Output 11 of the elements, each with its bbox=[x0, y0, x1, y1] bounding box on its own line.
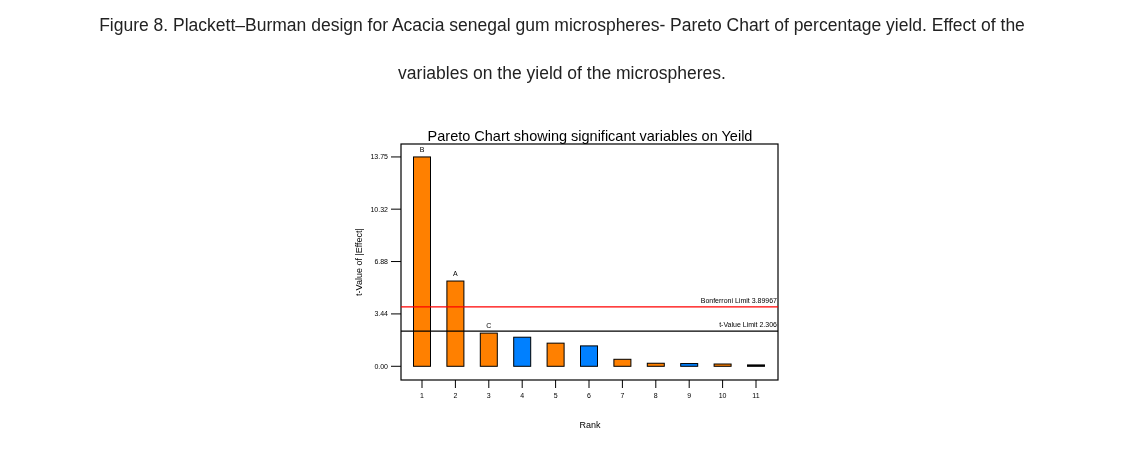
bar bbox=[546, 342, 565, 367]
bar bbox=[580, 345, 598, 367]
chart-subtitle: Pareto Chart showing significant variables on Yeild bbox=[427, 128, 753, 144]
bar bbox=[713, 363, 732, 367]
x-axis-title: Rank bbox=[579, 420, 601, 430]
bar bbox=[646, 362, 665, 367]
bar bbox=[613, 358, 632, 367]
chart-title: Figure 8. Plackett–Burman design for Acacia senegal gum microspheres- Pareto Chart of percentage yield. Effect of the variables on the yield of the microspheres. bbox=[99, 15, 1025, 83]
y-axis-title: t-Value of |Effect| bbox=[354, 228, 364, 296]
bar bbox=[513, 336, 532, 367]
bar bbox=[680, 363, 699, 367]
